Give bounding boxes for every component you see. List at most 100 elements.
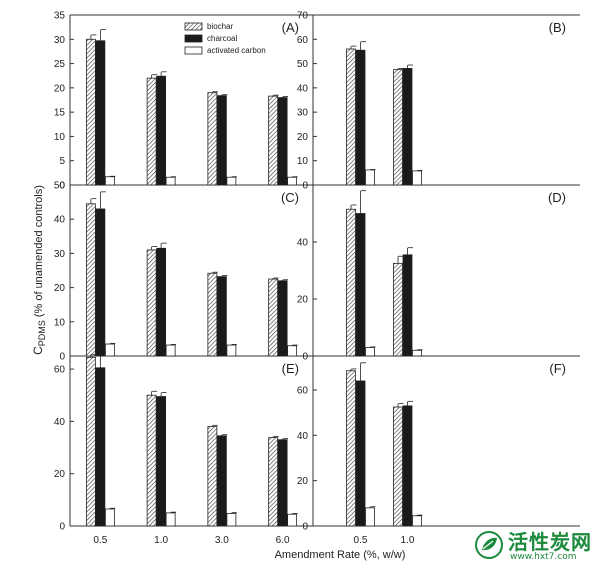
bar-activated-carbon (104, 343, 115, 357)
bar-charcoal (95, 367, 106, 527)
bar-charcoal (216, 276, 227, 357)
y-tick-label: 60 (297, 386, 309, 397)
panel-label: (C) (281, 190, 299, 205)
panel-label: (F) (549, 361, 566, 376)
bar-biochar (85, 38, 96, 186)
x-axis-label: Amendment Rate (%, w/w) (275, 549, 406, 561)
bar-charcoal (277, 439, 288, 527)
x-tick-label: 6.0 (276, 535, 290, 546)
bar-biochar (346, 48, 356, 186)
bar-charcoal (216, 435, 227, 527)
x-tick-label: 1.0 (401, 535, 415, 546)
watermark: 活性炭网 www.hxt7.com (470, 526, 598, 566)
bar-charcoal (277, 97, 288, 186)
bar-biochar (207, 92, 218, 186)
legend-swatch-biochar (184, 22, 203, 31)
panel-label: (D) (548, 190, 566, 205)
bar-activated-carbon (287, 176, 298, 186)
y-tick-label: 30 (54, 35, 66, 46)
bar-charcoal (216, 95, 227, 186)
y-tick-label: 40 (297, 83, 309, 94)
legend-swatch-activated-carbon (184, 46, 203, 55)
y-tick-label: 40 (54, 215, 66, 226)
y-tick-label: 35 (54, 11, 66, 22)
bar-biochar (85, 203, 96, 357)
y-tick-label: 25 (54, 59, 66, 70)
bar-biochar (146, 77, 157, 186)
legend-label-activated-carbon: activated carbon (207, 46, 266, 55)
y-tick-label: 30 (297, 108, 309, 119)
legend-swatch-charcoal (184, 34, 203, 43)
y-tick-label: 20 (54, 469, 66, 480)
bar-biochar (393, 262, 403, 357)
x-tick-label: 1.0 (154, 535, 168, 546)
y-tick-label: 70 (297, 11, 309, 22)
y-tick-label: 20 (297, 132, 309, 143)
y-tick-label: 20 (54, 83, 66, 94)
bar-activated-carbon (165, 344, 176, 357)
bar-activated-carbon (412, 349, 422, 357)
bar-activated-carbon (412, 515, 422, 527)
y-tick-label: 5 (59, 156, 65, 167)
bar-activated-carbon (104, 508, 115, 527)
y-tick-label: 10 (54, 132, 66, 143)
y-tick-label: 50 (54, 181, 66, 192)
legend-label-charcoal: charcoal (207, 34, 237, 43)
bar-charcoal (402, 68, 413, 186)
bar-biochar (393, 406, 403, 527)
y-tick-label: 20 (54, 283, 66, 294)
bar-biochar (393, 69, 403, 186)
y-tick-label: 0 (59, 352, 65, 363)
panel-label: (A) (282, 20, 299, 35)
legend-label-biochar: biochar (207, 22, 234, 31)
y-tick-label: 40 (54, 417, 66, 428)
y-tick-label: 0 (59, 522, 65, 533)
bar-biochar (268, 437, 279, 527)
bar-charcoal (402, 254, 413, 357)
bar-biochar (85, 356, 96, 527)
watermark-title: 活性炭网 (508, 530, 592, 554)
y-tick-label: 60 (297, 35, 309, 46)
bar-charcoal (95, 208, 106, 357)
bar-charcoal (355, 213, 366, 357)
bar-biochar (207, 426, 218, 527)
bar-activated-carbon (287, 513, 298, 527)
bar-activated-carbon (165, 176, 176, 186)
y-tick-label: 20 (297, 476, 309, 487)
bar-charcoal (156, 396, 167, 527)
y-tick-label: 0 (302, 522, 308, 533)
y-tick-label: 40 (297, 238, 309, 249)
bar-charcoal (277, 280, 288, 357)
bar-biochar (146, 394, 157, 527)
bar-activated-carbon (365, 507, 375, 527)
x-tick-label: 0.5 (354, 535, 368, 546)
bar-activated-carbon (365, 347, 375, 357)
y-tick-label: 10 (54, 317, 66, 328)
bar-activated-carbon (287, 345, 298, 357)
bar-activated-carbon (226, 344, 237, 357)
y-tick-label: 0 (302, 181, 308, 192)
bar-charcoal (355, 49, 366, 186)
bar-activated-carbon (165, 512, 176, 527)
bar-biochar (268, 278, 279, 357)
y-tick-label: 50 (297, 59, 309, 70)
bar-biochar (346, 208, 356, 357)
y-tick-label: 15 (54, 108, 66, 119)
bar-biochar (268, 95, 279, 186)
y-axis-label: CPDMS (% of unamended controls) (31, 185, 47, 355)
bar-activated-carbon (412, 170, 422, 186)
y-tick-label: 20 (297, 295, 309, 306)
panel-label: (B) (549, 20, 566, 35)
bar-charcoal (355, 380, 366, 527)
watermark-url: www.hxt7.com (510, 552, 577, 562)
bar-activated-carbon (365, 169, 375, 186)
bar-activated-carbon (226, 513, 237, 527)
x-tick-label: 3.0 (215, 535, 229, 546)
y-tick-label: 30 (54, 249, 66, 260)
y-tick-label: 60 (54, 365, 66, 376)
panel-label: (E) (282, 361, 299, 376)
bar-activated-carbon (104, 176, 115, 186)
y-tick-label: 10 (297, 156, 309, 167)
bar-charcoal (156, 247, 167, 357)
